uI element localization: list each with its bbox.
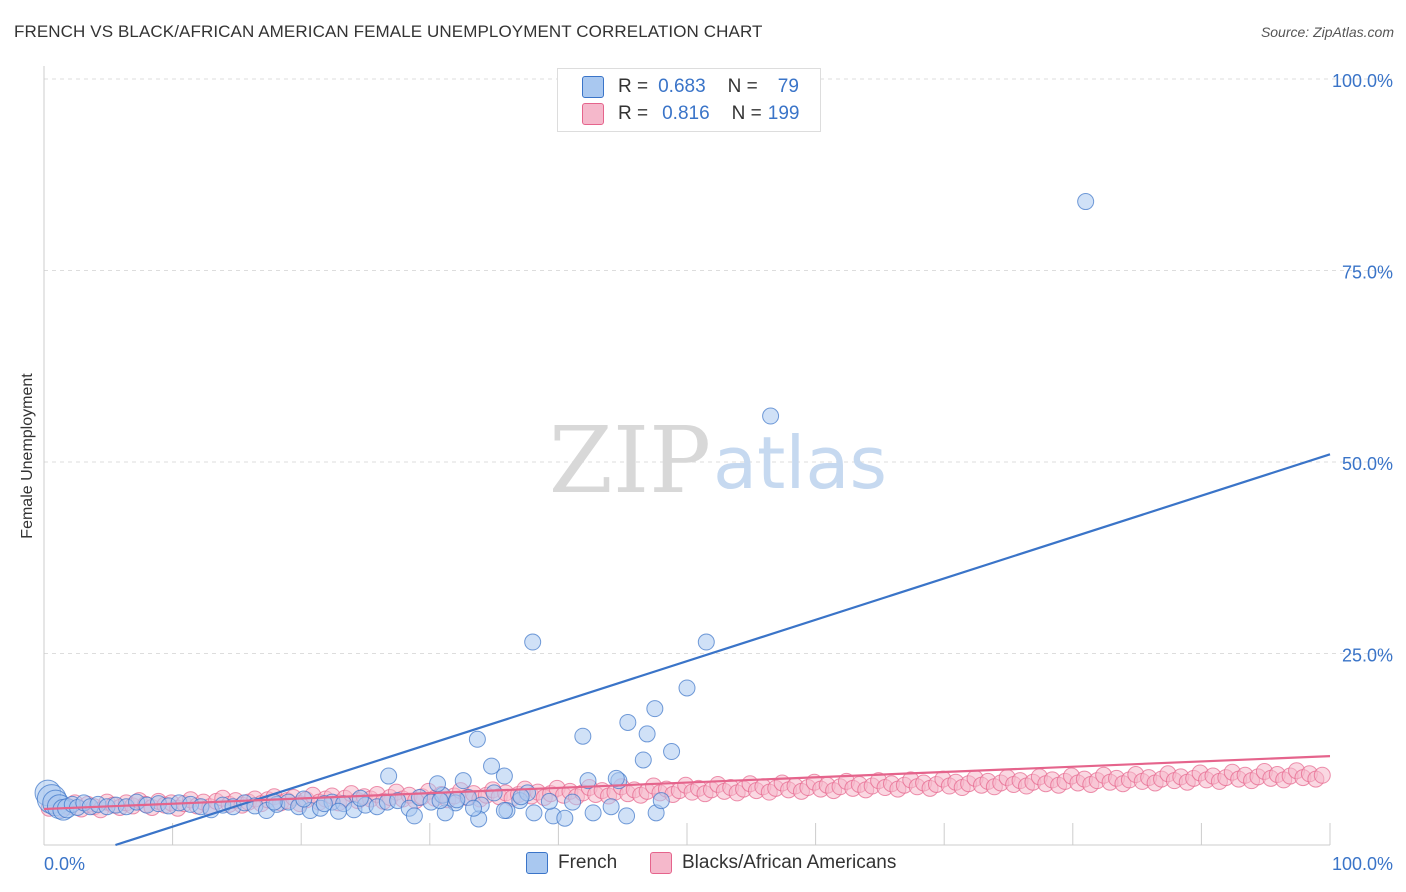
french-point: [465, 799, 483, 817]
french-point: [495, 802, 513, 820]
legend-row-black: R = 0.816 N = 199: [582, 101, 799, 127]
source-label: Source: ZipAtlas.com: [1260, 24, 1394, 40]
french-point: [607, 769, 625, 787]
french-point: [579, 772, 597, 790]
legend-n-label: N =: [731, 103, 762, 124]
watermark: ZIP atlas: [549, 407, 887, 514]
black-point: [1313, 766, 1331, 784]
french-point: [618, 807, 636, 825]
black-trendline: [43, 755, 1331, 811]
french-point: [524, 633, 542, 651]
french-point: [448, 791, 466, 809]
french-point: [351, 789, 369, 807]
french-trendline: [115, 453, 1331, 847]
french-point: [495, 767, 513, 785]
legend-swatch-french: [582, 76, 604, 98]
french-point: [429, 775, 447, 793]
legend-r-label: R =: [618, 76, 649, 97]
x-tick-label: 0.0%: [44, 854, 85, 874]
french-point: [697, 633, 715, 651]
french-point: [329, 802, 347, 820]
bottom-legend-label-black: Blacks/African Americans: [682, 852, 897, 873]
legend-swatch-black: [582, 103, 604, 125]
correlation-legend: R = 0.683 N = 79 R = 0.816 N = 199: [557, 68, 821, 132]
french-point: [564, 793, 582, 811]
bottom-legend-swatch-french: [526, 852, 548, 874]
legend-r-label: R =: [618, 103, 649, 124]
axes: [43, 66, 1331, 846]
french-point: [678, 679, 696, 697]
legend-n-label: N =: [727, 76, 758, 97]
french-point: [646, 700, 664, 718]
legend-r-value: 0.683: [658, 76, 706, 97]
french-point: [652, 792, 670, 810]
french-point: [602, 798, 620, 816]
french-point: [638, 725, 656, 743]
french-point: [315, 795, 333, 813]
french-point: [556, 809, 574, 827]
french-point: [454, 772, 472, 790]
x-tick-label: 100.0%: [1332, 854, 1393, 874]
french-point: [584, 804, 602, 822]
french-point: [431, 792, 449, 810]
chart-title: FRENCH VS BLACK/AFRICAN AMERICAN FEMALE …: [14, 22, 763, 41]
trendlines: [43, 453, 1331, 847]
tick-labels: 25.0% 50.0% 75.0% 100.0% 0.0% 100.0%: [44, 71, 1393, 874]
y-tick-label: 75.0%: [1342, 263, 1393, 283]
french-point: [483, 757, 501, 775]
series-french-points: [34, 193, 1095, 828]
french-point: [380, 767, 398, 785]
french-point: [405, 807, 423, 825]
y-tick-label: 25.0%: [1342, 646, 1393, 666]
bottom-legend-black: Blacks/African Americans: [650, 852, 896, 874]
watermark-atlas: atlas: [713, 421, 887, 505]
french-point: [574, 727, 592, 745]
legend-r-value: 0.816: [662, 103, 710, 124]
french-point: [619, 713, 637, 731]
bottom-legend-french: French: [526, 852, 617, 874]
watermark-zip: ZIP: [549, 407, 711, 514]
french-point: [485, 784, 503, 802]
legend-n-value: 79: [777, 76, 799, 97]
french-point: [1077, 193, 1095, 211]
french-point: [512, 788, 530, 806]
french-point: [663, 743, 681, 761]
y-tick-label: 50.0%: [1342, 454, 1393, 474]
bottom-legend-swatch-black: [650, 852, 672, 874]
grid: [44, 78, 1394, 654]
french-point: [634, 751, 652, 769]
french-point: [762, 407, 780, 425]
legend-n-value: 199: [767, 103, 800, 124]
french-point: [525, 804, 543, 822]
french-point: [540, 792, 558, 810]
legend-row-french: R = 0.683 N = 79: [582, 74, 799, 100]
y-tick-label: 100.0%: [1332, 71, 1393, 91]
french-point: [468, 730, 486, 748]
bottom-legend-label-french: French: [558, 852, 618, 873]
